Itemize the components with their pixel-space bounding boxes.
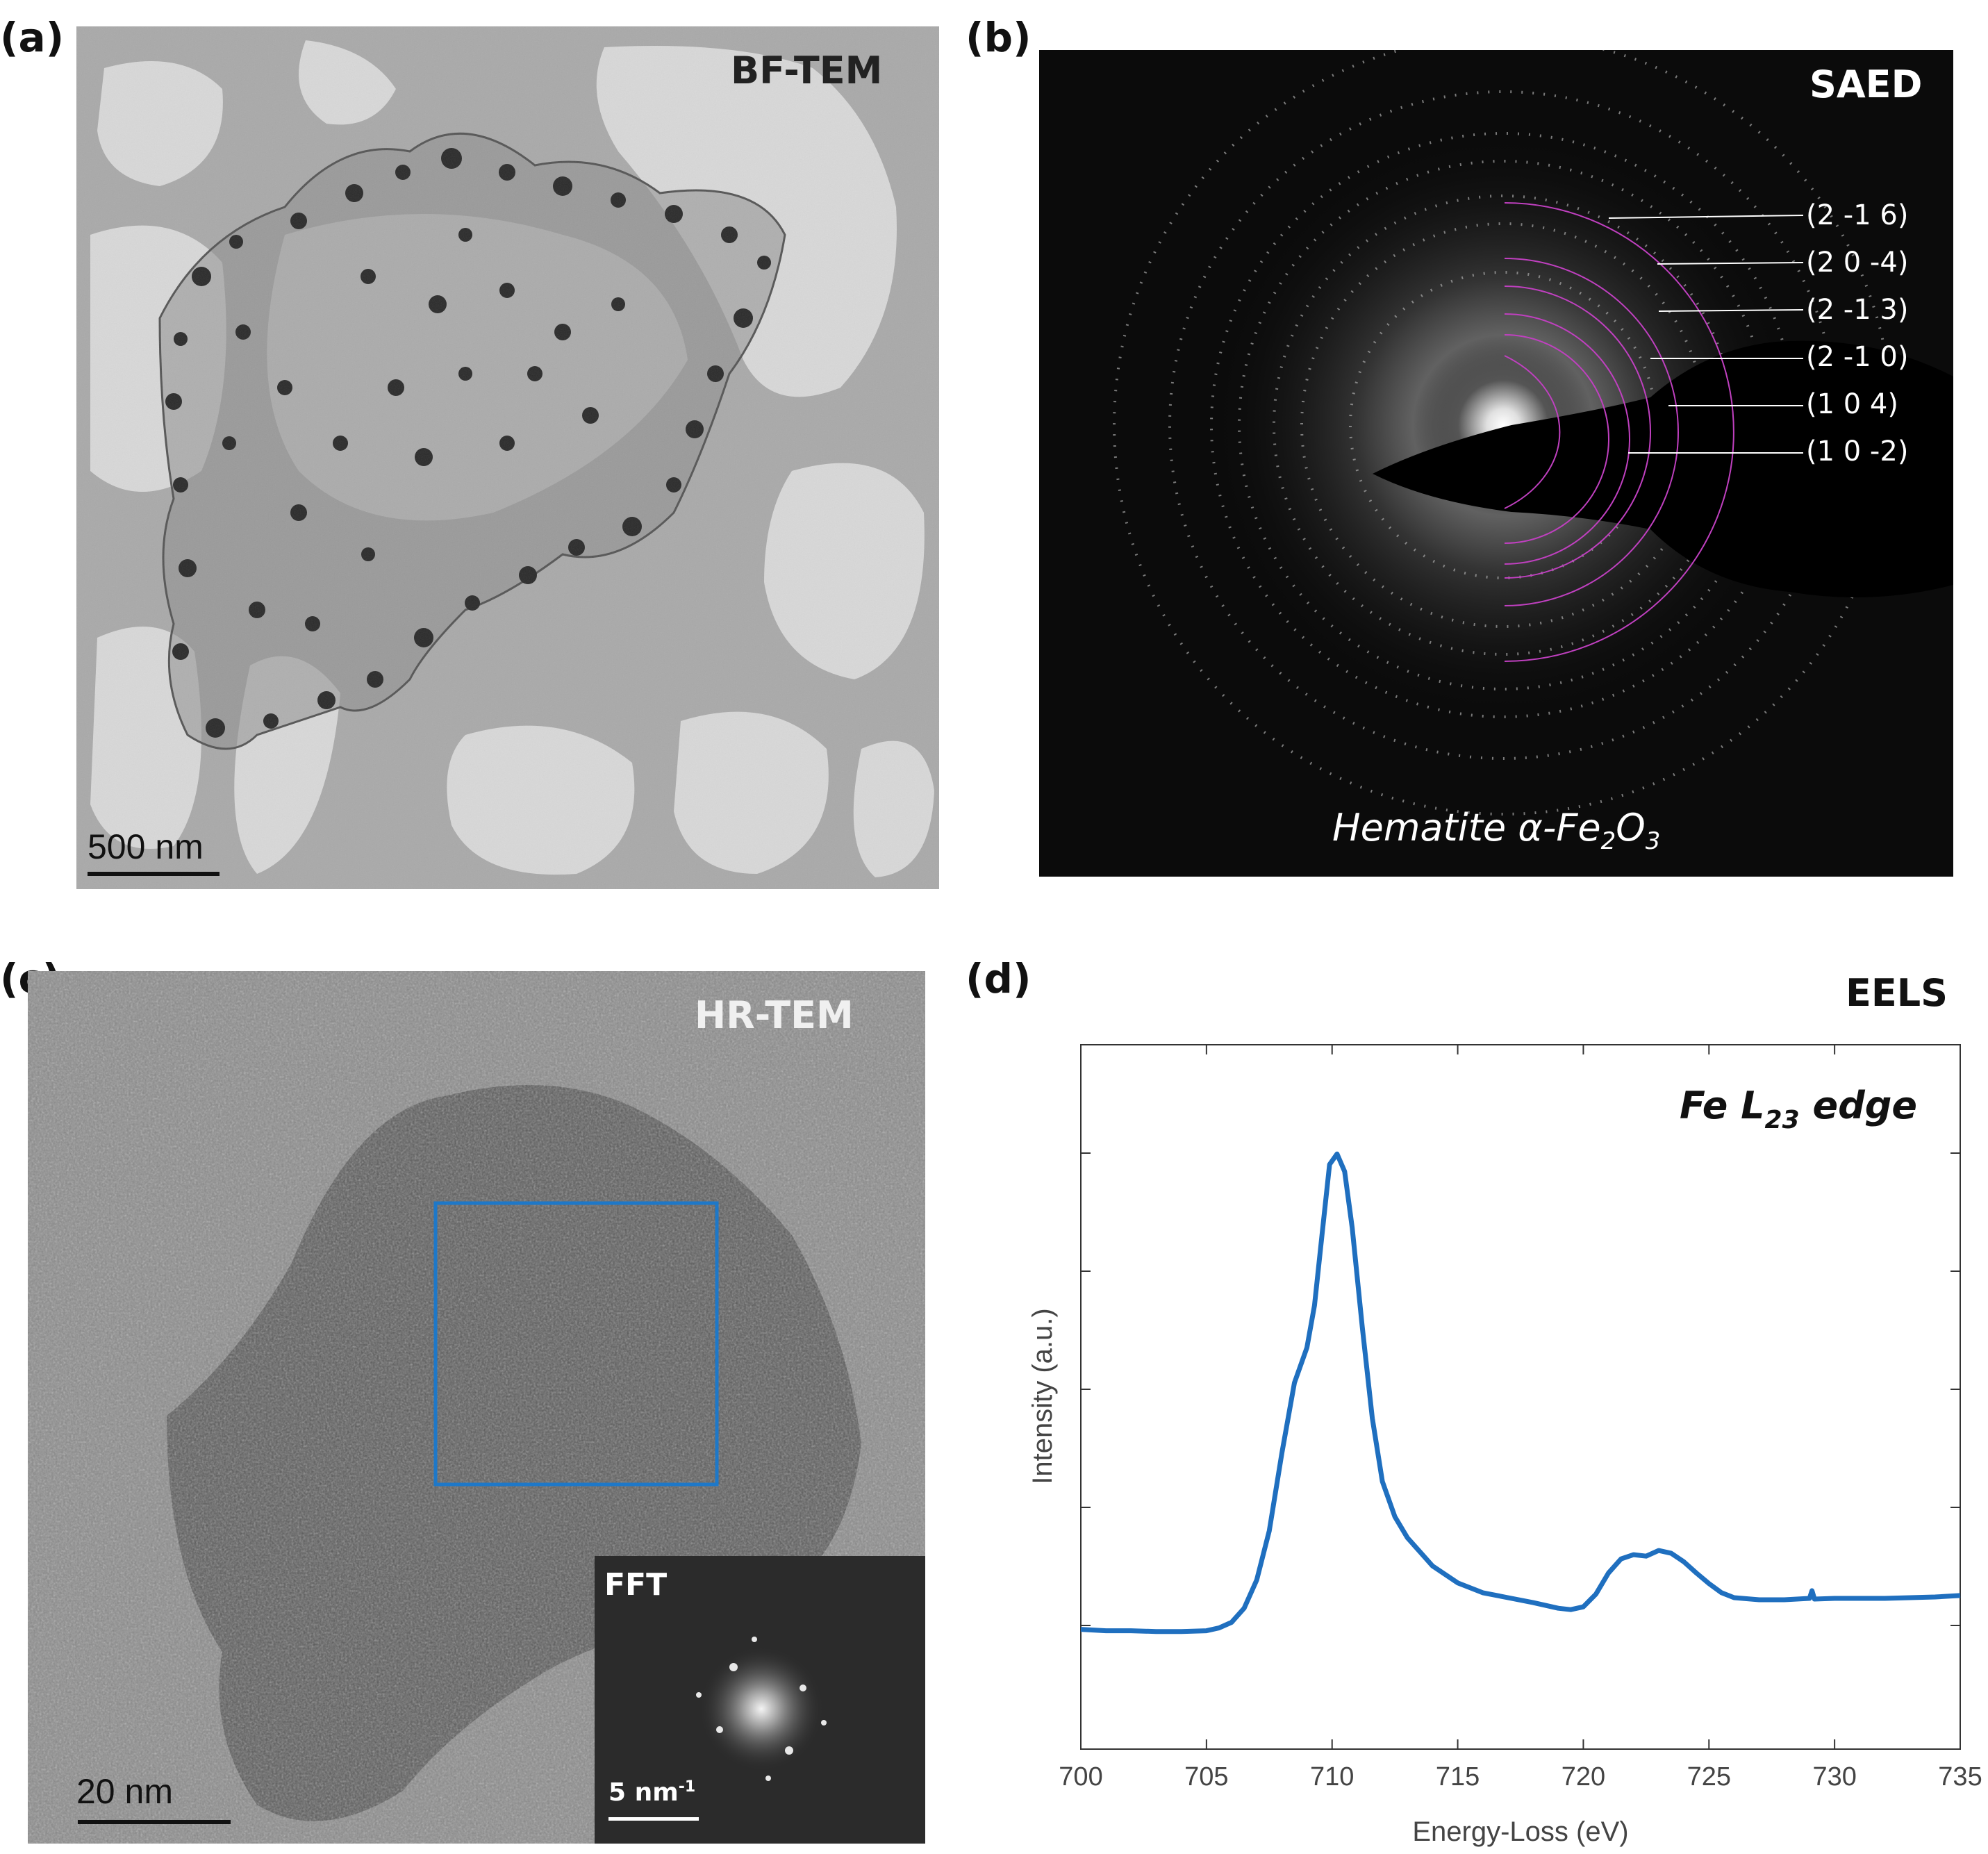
fft-title: FFT <box>604 1567 668 1603</box>
saed-title: SAED <box>1809 63 1923 106</box>
x-tick-labels: 700 705 710 715 720 725 730 735 <box>1059 1762 1982 1791</box>
x-tick-label: 720 <box>1562 1762 1605 1791</box>
ring-index-label: (2 -1 0) <box>1806 341 1909 373</box>
eels-title: EELS <box>1846 971 1948 1015</box>
caption-sub-3: 3 <box>1645 827 1661 855</box>
ring-index-label: (2 -1 3) <box>1806 294 1909 326</box>
caption-text-o: O <box>1616 806 1646 850</box>
saed-image <box>1039 35 1953 877</box>
edge-annotation-base: Fe L <box>1680 1084 1765 1127</box>
saed-ring-labels: (2 -1 6) (2 0 -4) (2 -1 3) (2 -1 0) (1 0… <box>1806 192 1917 475</box>
x-tick-label: 710 <box>1310 1762 1354 1791</box>
eels-spectrum-line <box>1080 1151 1961 1634</box>
edge-annotation-sub: 23 <box>1765 1106 1800 1134</box>
ring-index-label: (2 -1 6) <box>1806 199 1909 231</box>
eels-chart: 700 705 710 715 720 725 730 735 Energy-Loss (eV… <box>1021 1035 1988 1851</box>
panel-b-label: (b) <box>966 14 1032 61</box>
caption-text: Hematite α-Fe <box>1332 806 1601 850</box>
x-tick-label: 735 <box>1938 1762 1982 1791</box>
bf-tem-scale-bar <box>88 872 219 876</box>
bf-tem-image <box>76 26 939 889</box>
x-tick-label: 705 <box>1184 1762 1228 1791</box>
fft-inset <box>595 1556 925 1844</box>
x-tick-label: 715 <box>1436 1762 1480 1791</box>
x-tick-label: 725 <box>1687 1762 1731 1791</box>
y-axis-label: Intensity (a.u.) <box>1027 1308 1058 1484</box>
x-tick-label: 730 <box>1812 1762 1856 1791</box>
fft-scale-label: 5 nm-1 <box>608 1778 695 1807</box>
x-ticks <box>1080 1045 1961 1749</box>
panel-d-label: (d) <box>966 955 1032 1002</box>
x-axis-label: Energy-Loss (eV) <box>1412 1816 1628 1847</box>
y-ticks <box>1081 1152 1960 1626</box>
caption-sub-2: 2 <box>1600 827 1616 855</box>
edge-annotation: Fe L23 edge <box>1680 1084 1917 1134</box>
saed-phase-caption: Hematite α-Fe2O3 <box>1332 806 1660 855</box>
ring-index-label: (2 0 -4) <box>1806 247 1909 279</box>
hr-tem-scale-label: 20 nm <box>76 1772 173 1811</box>
bf-tem-scale-label: 500 nm <box>88 827 204 866</box>
fft-scale-base: 5 nm <box>608 1778 679 1807</box>
ring-index-label: (1 0 4) <box>1806 388 1898 420</box>
panel-a-label: (a) <box>0 14 65 61</box>
edge-annotation-tail: edge <box>1800 1084 1917 1127</box>
bf-tem-title: BF-TEM <box>731 49 883 92</box>
ring-index-label: (1 0 -2) <box>1806 436 1909 467</box>
hr-tem-title: HR-TEM <box>695 993 854 1037</box>
x-tick-label: 700 <box>1059 1762 1102 1791</box>
plot-frame <box>1080 1044 1961 1750</box>
fft-scale-exp: -1 <box>678 1778 696 1796</box>
